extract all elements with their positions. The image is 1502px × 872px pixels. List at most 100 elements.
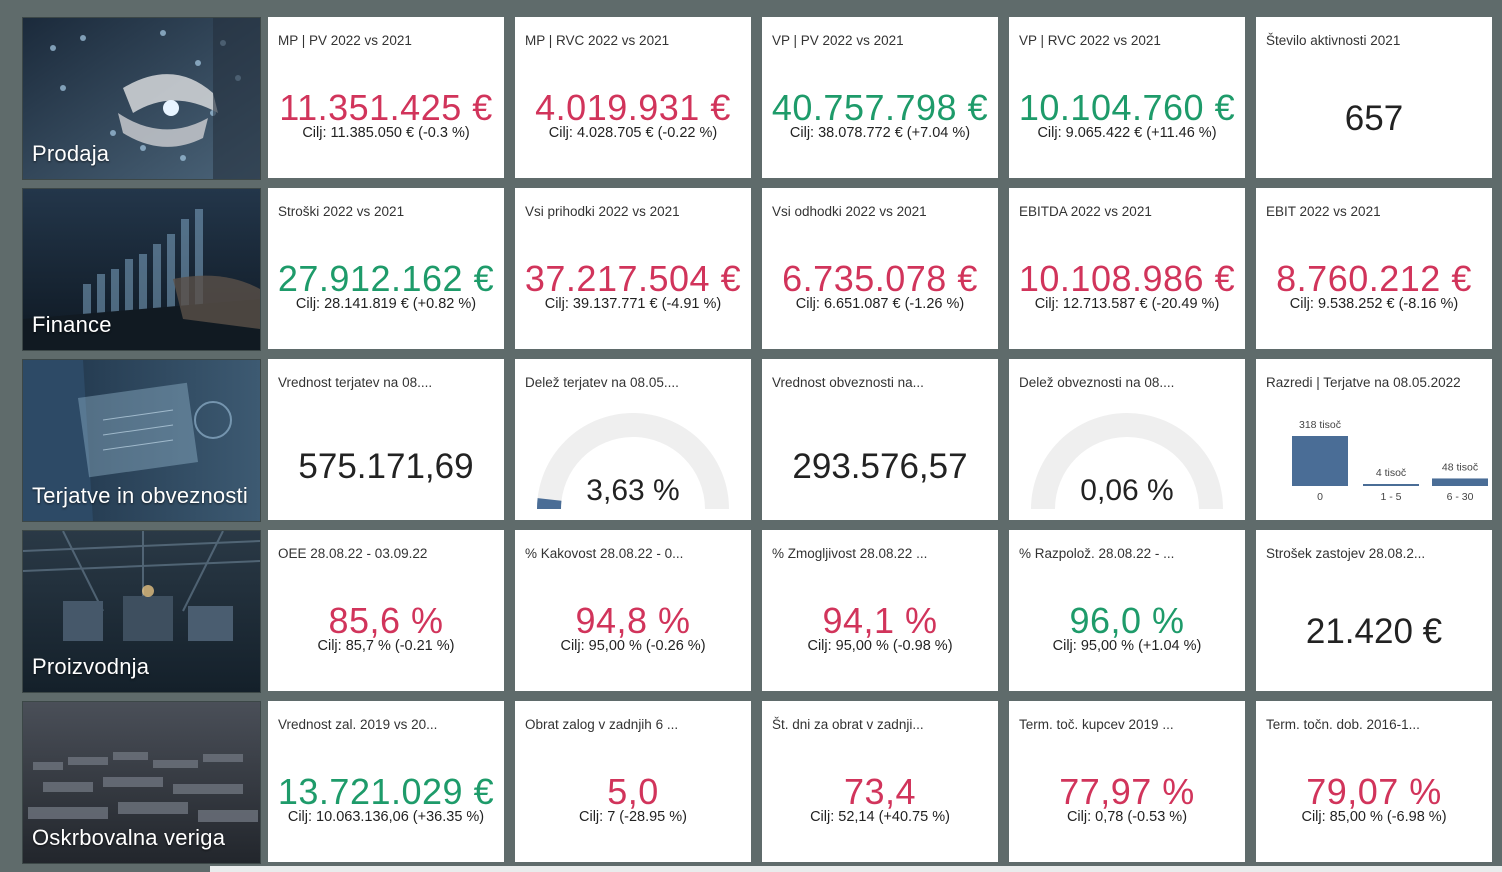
tile-title: Število aktivnosti 2021	[1266, 33, 1401, 48]
kpi-target: Cilj: 6.651.087 € (-1.26 %)	[795, 296, 965, 312]
gauge-value: 3,63 %	[586, 474, 680, 507]
kpi-tile-vrednost-obveznosti[interactable]: Vrednost obveznosti na... 293.576,57	[762, 359, 998, 520]
kpi-target: Cilj: 95,00 % (-0.26 %)	[560, 638, 706, 654]
kpi-tile-vp-rvc[interactable]: VP | RVC 2022 vs 2021 10.104.760 € Cilj:…	[1009, 17, 1245, 178]
kpi-value: 37.217.504 €	[524, 258, 742, 299]
kpi-tile-mp-rvc[interactable]: MP | RVC 2022 vs 2021 4.019.931 € Cilj: …	[515, 17, 751, 178]
gauge-tile-delez-obveznosti[interactable]: Delež obveznosti na 08.... 0,06 %	[1009, 359, 1245, 520]
kpi-target: Cilj: 9.065.422 € (+11.46 %)	[1037, 125, 1217, 141]
kpi-value: 21.420 €	[1305, 612, 1443, 651]
category-tile-prodaja[interactable]: Prodaja	[22, 17, 261, 180]
kpi-target: Cilj: 0,78 (-0.53 %)	[1066, 809, 1188, 825]
factory-floor-icon	[23, 531, 260, 692]
kpi-tile-vrednost-terjatev[interactable]: Vrednost terjatev na 08.... 575.171,69	[268, 359, 504, 520]
kpi-tile-prihodki[interactable]: Vsi prihodki 2022 vs 2021 37.217.504 € C…	[515, 188, 751, 349]
bar-data-label: 48 tisoč	[1442, 461, 1478, 473]
kpi-target: Cilj: 95,00 % (+1.04 %)	[1052, 638, 1202, 654]
kpi-tile-kakovost[interactable]: % Kakovost 28.08.22 - 0... 94,8 % Cilj: …	[515, 530, 751, 691]
kpi-value: 79,07 %	[1306, 771, 1442, 812]
category-tile-oskrbovalna[interactable]: Oskrbovalna veriga	[22, 701, 261, 864]
kpi-tile-vrednost-zalog[interactable]: Vrednost zal. 2019 vs 20... 13.721.029 €…	[268, 701, 504, 862]
bar-data-label: 4 tisoč	[1376, 467, 1406, 479]
tile-title: Delež terjatev na 08.05....	[525, 375, 679, 390]
kpi-tile-mp-pv[interactable]: MP | PV 2022 vs 2021 11.351.425 € Cilj: …	[268, 17, 504, 178]
kpi-value: 96,0 %	[1069, 600, 1185, 641]
kpi-value: 5,0	[607, 771, 659, 812]
tile-title: % Zmogljivost 28.08.22 ...	[772, 546, 928, 561]
kpi-tile-stroski[interactable]: Stroški 2022 vs 2021 27.912.162 € Cilj: …	[268, 188, 504, 349]
tile-title: MP | PV 2022 vs 2021	[278, 33, 412, 48]
tile-title: Term. točn. dob. 2016-1...	[1266, 717, 1420, 732]
kpi-tile-odhodki[interactable]: Vsi odhodki 2022 vs 2021 6.735.078 € Cil…	[762, 188, 998, 349]
kpi-tile-strosek-zastojev[interactable]: Strošek zastojev 28.08.2... 21.420 €	[1256, 530, 1492, 691]
tile-title: % Kakovost 28.08.22 - 0...	[525, 546, 684, 561]
tile-title: Vrednost obveznosti na...	[772, 375, 924, 390]
tile-title: Vrednost terjatev na 08....	[278, 375, 433, 390]
gauge-value: 0,06 %	[1080, 474, 1174, 507]
tile-title: Delež obveznosti na 08....	[1019, 375, 1175, 390]
tile-title: Vsi prihodki 2022 vs 2021	[525, 204, 680, 219]
kpi-target: Cilj: 28.141.819 € (+0.82 %)	[295, 296, 477, 312]
kpi-target: Cilj: 7 (-28.95 %)	[579, 809, 687, 825]
bar-6-30[interactable]	[1432, 478, 1488, 486]
kpi-value: 11.351.425 €	[279, 87, 493, 128]
category-tile-terjatve[interactable]: Terjatve in obveznosti	[22, 359, 261, 522]
kpi-target: Cilj: 39.137.771 € (-4.91 %)	[544, 296, 722, 312]
kpi-tile-razpolozljivost[interactable]: % Razpolož. 28.08.22 - ... 96,0 % Cilj: …	[1009, 530, 1245, 691]
kpi-value: 4.019.931 €	[535, 87, 731, 128]
kpi-value: 73,4	[843, 771, 917, 812]
kpi-value: 94,8 %	[575, 600, 691, 641]
left-bar	[0, 0, 14, 872]
kpi-target: Cilj: 10.063.136,06 (+36.35 %)	[287, 809, 485, 825]
category-tile-proizvodnja[interactable]: Proizvodnja	[22, 530, 261, 693]
bar-0[interactable]	[1292, 436, 1348, 486]
bar-1-5[interactable]	[1363, 484, 1419, 486]
kpi-value: 575.171,69	[298, 447, 474, 486]
gauge-tile-delez-terjatev[interactable]: Delež terjatev na 08.05.... 3,63 %	[515, 359, 751, 520]
tile-title: Term. toč. kupcev 2019 ...	[1019, 717, 1174, 732]
category-label: Prodaja	[32, 141, 110, 166]
category-label: Terjatve in obveznosti	[32, 483, 248, 508]
bar-category-label: 1 - 5	[1380, 491, 1401, 503]
tile-title: OEE 28.08.22 - 03.09.22	[278, 546, 428, 561]
gauge-track	[1031, 413, 1223, 509]
kpi-target: Cilj: 85,7 % (-0.21 %)	[317, 638, 455, 654]
tile-title: VP | PV 2022 vs 2021	[772, 33, 904, 48]
tile-title: % Razpolož. 28.08.22 - ...	[1019, 546, 1175, 561]
kpi-target: Cilj: 95,00 % (-0.98 %)	[807, 638, 953, 654]
tile-title: Vrednost zal. 2019 vs 20...	[278, 717, 438, 732]
tile-title: Stroški 2022 vs 2021	[278, 204, 405, 219]
category-label: Oskrbovalna veriga	[32, 825, 226, 850]
hands-network-icon	[23, 18, 260, 179]
container-port-icon	[23, 702, 260, 863]
chart-title: Razredi | Terjatve na 08.05.2022	[1266, 375, 1461, 390]
kpi-tile-ebitda[interactable]: EBITDA 2022 vs 2021 10.108.986 € Cilj: 1…	[1009, 188, 1245, 349]
kpi-target: Cilj: 52,14 (+40.75 %)	[810, 809, 950, 825]
kpi-value: 40.757.798 €	[771, 87, 989, 128]
kpi-target: Cilj: 85,00 % (-6.98 %)	[1301, 809, 1447, 825]
kpi-tile-st-dni-obrat[interactable]: Št. dni za obrat v zadnji... 73,4 Cilj: …	[762, 701, 998, 862]
kpi-tile-oee[interactable]: OEE 28.08.22 - 03.09.22 85,6 % Cilj: 85,…	[268, 530, 504, 691]
kpi-tile-term-toc-kupcev[interactable]: Term. toč. kupcev 2019 ... 77,97 % Cilj:…	[1009, 701, 1245, 862]
kpi-value: 85,6 %	[328, 600, 444, 641]
gauge-chart	[537, 413, 729, 509]
gauge-track	[537, 413, 729, 509]
kpi-value: 27.912.162 €	[277, 258, 495, 299]
kpi-tile-stevilo-aktivnosti[interactable]: Število aktivnosti 2021 657	[1256, 17, 1492, 178]
tile-title: VP | RVC 2022 vs 2021	[1019, 33, 1161, 48]
category-tile-finance[interactable]: Finance	[22, 188, 261, 351]
tile-title: Št. dni za obrat v zadnji...	[772, 717, 924, 732]
bar-chart-laptop-icon	[23, 189, 260, 350]
kpi-target: Cilj: 11.385.050 € (-0.3 %)	[302, 125, 470, 141]
tile-title: Strošek zastojev 28.08.2...	[1266, 546, 1426, 561]
kpi-tile-vp-pv[interactable]: VP | PV 2022 vs 2021 40.757.798 € Cilj: …	[762, 17, 998, 178]
kpi-tile-zmogljivost[interactable]: % Zmogljivost 28.08.22 ... 94,1 % Cilj: …	[762, 530, 998, 691]
gauge-chart	[1031, 413, 1223, 509]
kpi-tile-ebit[interactable]: EBIT 2022 vs 2021 8.760.212 € Cilj: 9.53…	[1256, 188, 1492, 349]
kpi-tile-obrat-zalog[interactable]: Obrat zalog v zadnjih 6 ... 5,0 Cilj: 7 …	[515, 701, 751, 862]
chart-tile-razredi-terjatve[interactable]: Razredi | Terjatve na 08.05.2022 318 tis…	[1256, 359, 1492, 520]
kpi-tile-term-tocn-dob[interactable]: Term. točn. dob. 2016-1... 79,07 % Cilj:…	[1256, 701, 1492, 862]
bar-data-label: 318 tisoč	[1299, 419, 1341, 431]
kpi-value: 10.104.760 €	[1018, 87, 1236, 128]
